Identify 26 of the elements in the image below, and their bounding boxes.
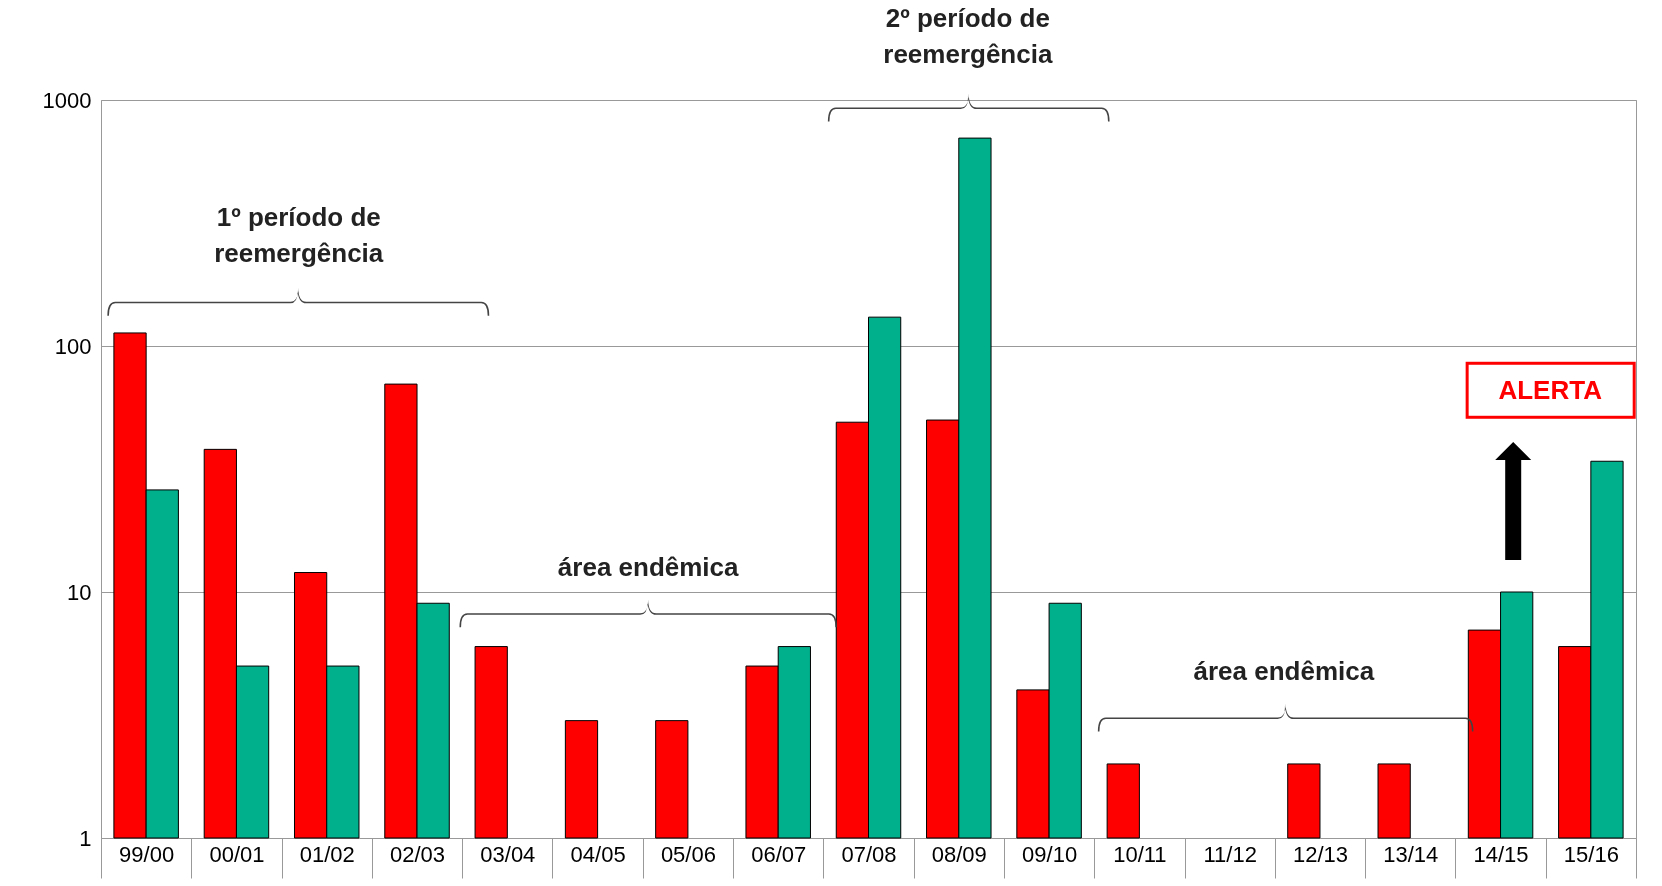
x-tick-label: 08/09 (931, 841, 987, 867)
x-tick-label: 09/10 (1022, 841, 1078, 867)
x-tick-label: 99/00 (119, 841, 175, 867)
y-tick-label: 100 (54, 333, 92, 359)
x-tick-label: 12/13 (1292, 841, 1348, 867)
x-tick-label: 04/05 (570, 841, 626, 867)
annotation: área endêmica (557, 552, 740, 583)
x-tick-label: 03/04 (480, 841, 536, 867)
x-tick-label: 10/11 (1113, 841, 1167, 867)
x-tick-label: 07/08 (841, 841, 897, 867)
annotation: 1º período de reemergência (214, 202, 384, 269)
y-tick-label: 10 (67, 579, 92, 605)
x-tick-label: 15/16 (1563, 841, 1619, 867)
text: 2º período de reemergência (883, 3, 1053, 70)
x-tick-label: 14/15 (1473, 841, 1529, 867)
x-tick-label: 11/12 (1203, 841, 1257, 867)
x-tick-label: 02/03 (390, 841, 446, 867)
annotation: ALERTA (1498, 375, 1603, 406)
x-tick-label: 00/01 (209, 841, 265, 867)
x-tick-label: 05/06 (660, 841, 716, 867)
x-tick-label: 06/07 (751, 841, 807, 867)
x-tick-label: 13/14 (1383, 841, 1439, 867)
x-tick-label: 01/02 (299, 841, 355, 867)
y-tick-label: 1 (79, 825, 92, 851)
y-tick-label: 1000 (42, 87, 92, 113)
annotation: área endêmica (1193, 655, 1375, 686)
